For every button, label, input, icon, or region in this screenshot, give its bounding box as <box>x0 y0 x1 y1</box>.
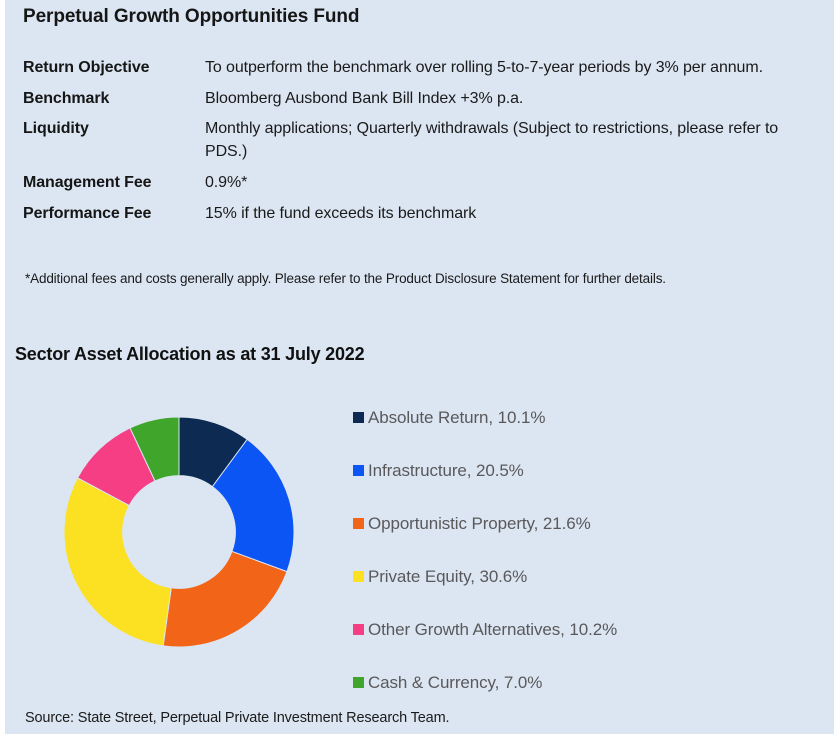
legend-item-opportunistic-property: Opportunistic Property, 21.6% <box>353 497 773 550</box>
donut-slice <box>162 550 288 648</box>
fees-footnote: *Additional fees and costs generally app… <box>25 271 666 286</box>
table-row: Liquidity Monthly applications; Quarterl… <box>23 118 813 163</box>
row-label-return-objective: Return Objective <box>23 59 150 76</box>
legend-label: Opportunistic Property, 21.6% <box>368 513 591 533</box>
legend-swatch-icon <box>353 412 364 423</box>
legend-swatch-icon <box>353 624 364 635</box>
table-row: Performance Fee 15% if the fund exceeds … <box>23 203 813 226</box>
legend-item-infrastructure: Infrastructure, 20.5% <box>353 444 773 497</box>
row-value-management-fee: 0.9%* <box>205 173 248 191</box>
legend-swatch-icon <box>353 571 364 582</box>
legend-label: Infrastructure, 20.5% <box>368 460 524 480</box>
row-value-return-objective: To outperform the benchmark over rolling… <box>205 59 763 76</box>
donut-slice <box>129 416 180 482</box>
donut-slice <box>63 477 172 647</box>
fund-details-table: Return Objective To outperform the bench… <box>23 57 813 233</box>
legend-swatch-icon <box>353 465 364 476</box>
legend-swatch-icon <box>353 677 364 688</box>
donut-slice <box>211 438 295 573</box>
legend-item-cash-and-currency: Cash & Currency, 7.0% <box>353 656 773 709</box>
chart-legend: Absolute Return, 10.1% Infrastructure, 2… <box>353 391 773 709</box>
chart-title: Sector Asset Allocation as at 31 July 20… <box>15 344 365 364</box>
legend-label: Private Equity, 30.6% <box>368 566 528 586</box>
legend-swatch-icon <box>353 518 364 529</box>
legend-label: Cash & Currency, 7.0% <box>368 672 543 692</box>
table-row: Management Fee 0.9%* <box>23 172 813 195</box>
row-label-liquidity: Liquidity <box>23 120 89 138</box>
row-value-benchmark: Bloomberg Ausbond Bank Bill Index +3% p.… <box>205 89 524 107</box>
sector-allocation-donut-chart <box>63 416 295 648</box>
table-row: Benchmark Bloomberg Ausbond Bank Bill In… <box>23 88 813 111</box>
row-label-management-fee: Management Fee <box>23 173 152 191</box>
donut-svg <box>63 416 295 648</box>
row-value-liquidity: Monthly applications; Quarterly withdraw… <box>205 120 779 161</box>
legend-label: Other Growth Alternatives, 10.2% <box>368 619 618 639</box>
row-label-benchmark: Benchmark <box>23 89 110 107</box>
legend-item-other-growth-alternatives: Other Growth Alternatives, 10.2% <box>353 603 773 656</box>
row-value-performance-fee: 15% if the fund exceeds its benchmark <box>205 204 477 222</box>
page-title: Perpetual Growth Opportunities Fund <box>23 6 360 27</box>
legend-item-absolute-return: Absolute Return, 10.1% <box>353 391 773 444</box>
row-label-performance-fee: Performance Fee <box>23 204 152 222</box>
legend-label: Absolute Return, 10.1% <box>368 407 546 427</box>
table-row: Return Objective To outperform the bench… <box>23 57 813 80</box>
source-note: Source: State Street, Perpetual Private … <box>25 710 450 726</box>
legend-item-private-equity: Private Equity, 30.6% <box>353 550 773 603</box>
